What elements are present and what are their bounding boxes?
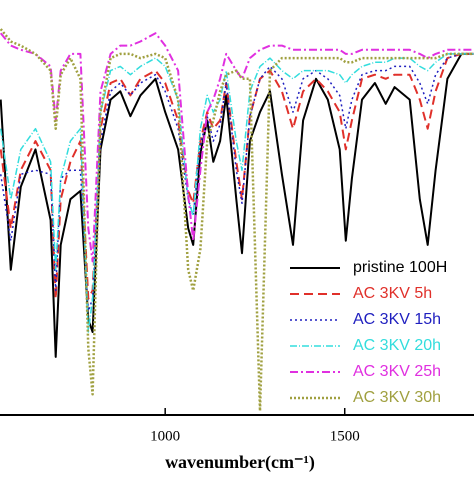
- legend-label: AC 3KV 30h: [353, 389, 441, 406]
- x-tick-label: 1500: [330, 428, 360, 444]
- series-group: [0, 52, 474, 358]
- x-axis-title: wavenumber(cm⁻¹): [165, 452, 315, 473]
- legend-label: AC 3KV 15h: [353, 311, 441, 328]
- series-group: [0, 52, 474, 300]
- spectrum-line: [0, 52, 474, 358]
- spectrum-line: [0, 52, 474, 300]
- x-tick-label: 1000: [150, 428, 180, 444]
- legend-label: pristine 100H: [353, 259, 447, 276]
- legend-label: AC 3KV 20h: [353, 337, 441, 354]
- legend-label: AC 3KV 5h: [353, 285, 432, 302]
- series-group: [0, 28, 474, 413]
- legend-label: AC 3KV 25h: [353, 363, 441, 380]
- spectrum-line: [0, 28, 474, 413]
